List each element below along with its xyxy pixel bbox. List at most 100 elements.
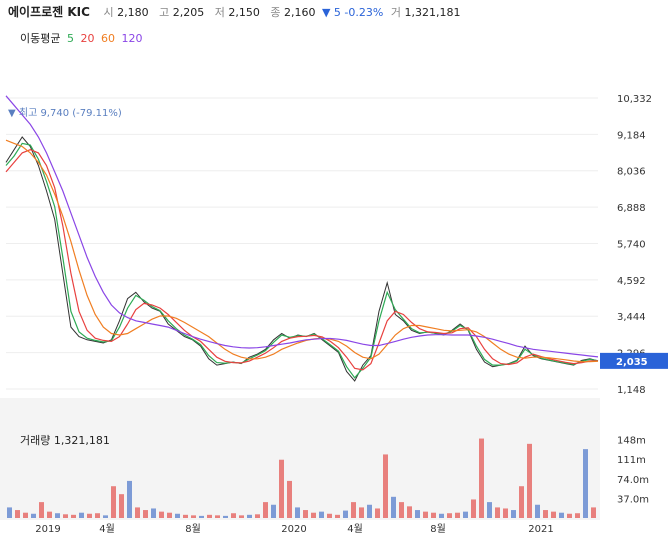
volume-bar <box>111 486 116 518</box>
open-label: 시 <box>103 6 114 19</box>
time-tick-label: 4월 <box>99 523 115 535</box>
volume-bar <box>583 449 588 518</box>
volume-bar <box>167 512 172 518</box>
volume-tick-label: 74.0m <box>617 475 649 486</box>
volume-value: 1,321,181 <box>404 6 461 19</box>
volume-bar <box>159 511 164 518</box>
volume-bar <box>519 486 524 518</box>
volume-bar <box>359 507 364 518</box>
close-value: 2,160 <box>283 6 316 19</box>
price-axis: 10,3329,1848,0366,8885,7404,5923,4442,29… <box>600 94 668 396</box>
volume-tick-label: 37.0m <box>617 494 649 505</box>
high-label: 고 <box>159 6 170 19</box>
series-line-ma60 <box>5 139 599 363</box>
volume-bar <box>103 515 108 518</box>
series-line-ma120 <box>5 95 599 358</box>
volume-bar <box>463 511 468 518</box>
volume-bar <box>183 514 188 518</box>
volume-bar <box>311 512 316 518</box>
series-line-close <box>5 136 599 382</box>
volume-bar <box>551 511 556 518</box>
volume-bar <box>47 511 52 518</box>
volume-bar <box>343 510 348 518</box>
ma-5-label[interactable]: 5 <box>66 32 74 45</box>
ma-legend-label: 이동평균 <box>20 32 61 45</box>
price-tick-label: 8,036 <box>617 167 646 178</box>
series-line-ma5 <box>5 142 599 379</box>
volume-bar <box>199 515 204 518</box>
price-tick-label: 9,184 <box>617 130 646 141</box>
current-price-label: 2,035 <box>616 357 648 368</box>
series-line-ma20 <box>5 149 599 371</box>
volume-bar <box>455 512 460 518</box>
volume-bar <box>95 513 100 518</box>
volume-panel-bg <box>0 398 600 520</box>
volume-bar <box>367 504 372 518</box>
volume-bar <box>375 508 380 518</box>
change-value: ▼ 5 -0.23% <box>321 6 384 19</box>
price-tick-label: 3,444 <box>617 312 646 323</box>
volume-bar <box>399 502 404 518</box>
volume-bar <box>215 515 220 518</box>
time-tick-label: 8월 <box>430 523 446 535</box>
time-tick-label: 4월 <box>347 523 363 535</box>
volume-bar <box>127 480 132 518</box>
volume-bar <box>543 510 548 518</box>
volume-bar <box>71 514 76 518</box>
volume-tick-label: 111m <box>617 455 646 466</box>
volume-bar <box>287 480 292 518</box>
volume-bar <box>23 512 28 518</box>
time-tick-label: 8월 <box>185 523 201 535</box>
volume-bar <box>479 438 484 518</box>
volume-bar <box>319 511 324 518</box>
volume-bar <box>391 496 396 518</box>
ma-60-label[interactable]: 60 <box>100 32 115 45</box>
stock-name: 에이프로젠 KIC <box>8 5 90 19</box>
volume-tick-label: 148m <box>617 436 646 447</box>
volume-bar <box>279 459 284 518</box>
volume-bar <box>487 502 492 518</box>
volume-bar <box>271 504 276 518</box>
volume-plot-area <box>7 438 596 518</box>
max-price-annotation: ▼ 최고 9,740 (-79.11%) <box>8 107 122 119</box>
volume-bar <box>207 514 212 518</box>
time-axis: 2019 4월 8월 2020 4월 8월 2021 <box>35 523 553 535</box>
price-tick-label: 4,592 <box>617 276 646 287</box>
volume-bar <box>511 510 516 518</box>
volume-bar <box>415 510 420 518</box>
close-label: 종 <box>270 6 281 19</box>
volume-bar <box>591 507 596 518</box>
volume-bar <box>247 514 252 518</box>
volume-bar <box>535 504 540 518</box>
volume-bar <box>175 513 180 518</box>
stock-header: 에이프로젠 KIC 시 2,180 고 2,205 저 2,150 종 2,16… <box>8 3 463 20</box>
volume-bar <box>55 513 60 518</box>
volume-bar <box>303 510 308 518</box>
volume-bar <box>223 515 228 518</box>
current-price-badge <box>600 352 668 369</box>
volume-bar <box>39 502 44 518</box>
volume-bar <box>295 507 300 518</box>
moving-average-legend[interactable]: 이동평균 5 20 60 120 <box>20 30 145 46</box>
volume-bar <box>495 507 500 518</box>
ma-120-label[interactable]: 120 <box>121 32 143 45</box>
volume-label: 거 <box>390 6 401 19</box>
open-value: 2,180 <box>117 6 149 19</box>
volume-bar <box>15 510 20 518</box>
volume-bar <box>151 508 156 518</box>
volume-bar <box>87 513 92 518</box>
price-tick-label: 1,148 <box>617 385 646 396</box>
volume-title: 거래량 1,321,181 <box>20 434 110 447</box>
volume-bar <box>335 514 340 518</box>
volume-bar <box>447 513 452 518</box>
volume-bar <box>31 513 36 518</box>
volume-bar <box>327 513 332 518</box>
volume-bar <box>527 443 532 518</box>
ma-20-label[interactable]: 20 <box>80 32 95 45</box>
volume-bar <box>439 513 444 518</box>
volume-bar <box>231 513 236 518</box>
volume-bar <box>423 511 428 518</box>
volume-bar <box>239 515 244 518</box>
volume-bar <box>263 502 268 518</box>
